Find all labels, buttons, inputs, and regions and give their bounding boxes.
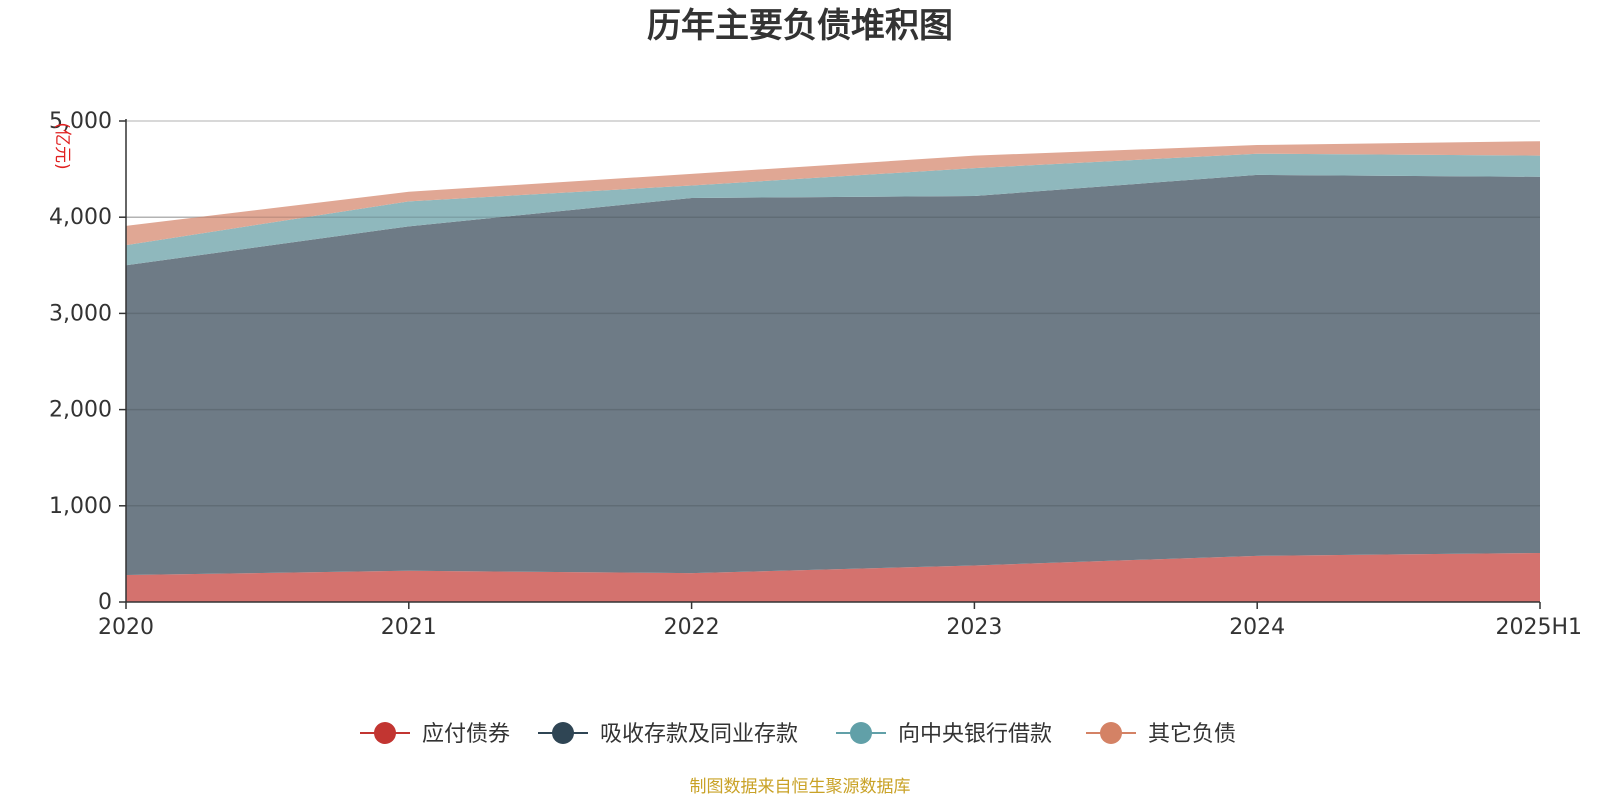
x-tick-label: 2021 xyxy=(381,615,437,640)
axes: 0 1,000 2,000 3,000 4,000 5,000 2020 2021 2022 20… xyxy=(49,109,1582,640)
area-series-1 xyxy=(126,552,1540,602)
legend-label: 其它负债 xyxy=(1148,722,1236,747)
x-tick-label: 2024 xyxy=(1229,615,1285,640)
source-note: 制图数据来自恒生聚源数据库 xyxy=(690,777,911,797)
legend-item-4[interactable]: 其它负债 xyxy=(1086,722,1236,747)
legend-label: 应付债券 xyxy=(422,722,510,747)
legend-marker xyxy=(552,722,574,744)
area-series-2 xyxy=(126,174,1540,576)
y-tick-label: 3,000 xyxy=(49,301,112,326)
x-tick-label: 2023 xyxy=(946,615,1002,640)
legend-marker xyxy=(374,722,396,744)
legend-marker xyxy=(1100,722,1122,744)
legend-item-2[interactable]: 吸收存款及同业存款 xyxy=(538,722,798,747)
y-tick-label: 4,000 xyxy=(49,205,112,230)
x-tick-label: 2022 xyxy=(664,615,720,640)
x-tick-label: 2020 xyxy=(98,615,154,640)
legend: 应付债券 吸收存款及同业存款 向中央银行借款 其它负债 xyxy=(360,722,1236,747)
y-axis-unit: (亿元) xyxy=(52,122,72,169)
y-tick-label: 5,000 xyxy=(49,109,112,134)
legend-label: 吸收存款及同业存款 xyxy=(600,722,798,747)
y-tick-label: 2,000 xyxy=(49,398,112,423)
x-tick-label: 2025H1 xyxy=(1495,615,1582,640)
legend-item-3[interactable]: 向中央银行借款 xyxy=(836,722,1052,747)
plot-areas xyxy=(126,141,1540,602)
y-tick-label: 0 xyxy=(98,590,112,615)
area-series-3 xyxy=(126,153,1540,266)
legend-marker xyxy=(850,722,872,744)
area-series-4 xyxy=(126,141,1540,246)
y-tick-label: 1,000 xyxy=(49,494,112,519)
legend-item-1[interactable]: 应付债券 xyxy=(360,722,510,747)
legend-label: 向中央银行借款 xyxy=(898,722,1052,747)
chart-title: 历年主要负债堆积图 xyxy=(647,6,953,46)
